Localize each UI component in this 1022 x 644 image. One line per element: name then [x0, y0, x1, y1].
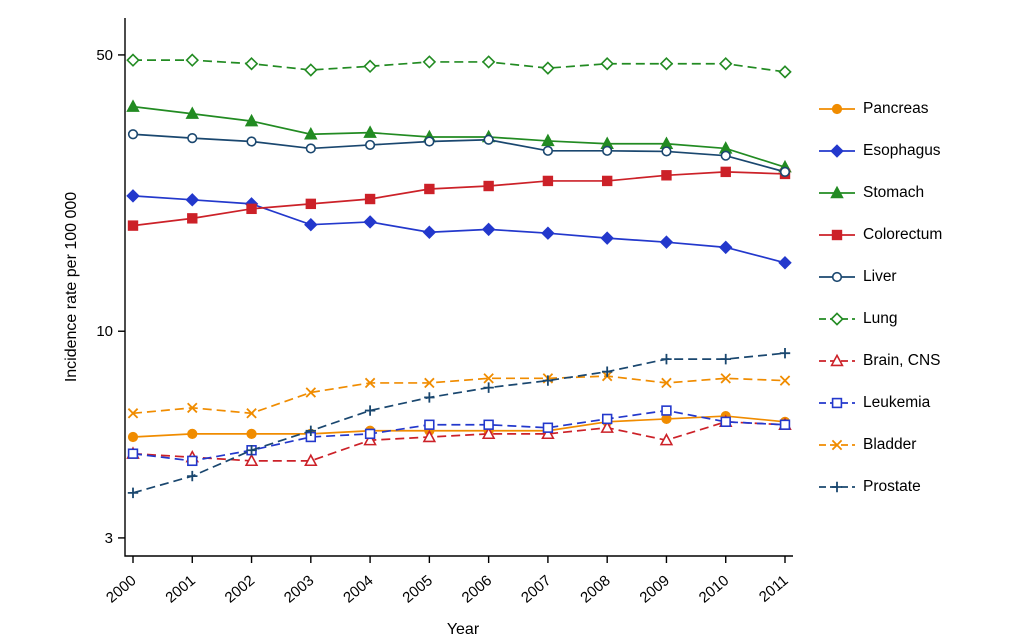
series-line-prostate: [132, 352, 786, 494]
legend-item-leukemia: Leukemia: [818, 382, 942, 424]
series-line-pancreas: [132, 415, 786, 438]
legend-item-stomach: Stomach: [818, 172, 942, 214]
x-tick-label: 2001: [162, 572, 198, 606]
legend-label-leukemia: Leukemia: [863, 394, 931, 411]
legend-label-esophagus: Esophagus: [863, 142, 941, 159]
legend-label-brain-cns: Brain, CNS: [863, 352, 941, 369]
legend-marker-bladder: [819, 439, 855, 451]
series-line-lung: [133, 59, 786, 73]
x-axis-title: Year: [447, 621, 480, 638]
series-line-esophagus: [132, 195, 786, 264]
x-tick-label: 2008: [577, 572, 613, 606]
legend-marker-brain-cns: [819, 353, 855, 367]
series-line-bladder: [132, 375, 786, 415]
legend-label-prostate: Prostate: [863, 478, 921, 495]
chart-plot-area: 50 10 3 2000 2001 2002 2003 2004 2005 2006 2007 200…: [96, 18, 793, 607]
x-tick-label: 2011: [756, 572, 792, 606]
series-line-liver: [132, 133, 786, 173]
legend-label-bladder: Bladder: [863, 436, 917, 453]
legend-marker-lung: [819, 312, 855, 326]
axis-lines: [124, 18, 793, 557]
y-tick-label: 10: [96, 323, 113, 340]
y-tick-label: 3: [105, 530, 113, 547]
y-tick-label: 50: [96, 47, 113, 64]
legend-marker-prostate: [819, 481, 855, 493]
legend-marker-liver: [819, 271, 855, 283]
legend-marker-stomach: [819, 185, 855, 199]
legend-item-lung: Lung: [818, 298, 942, 340]
legend-marker-colorectum: [819, 229, 855, 241]
series-line-brain-cns: [132, 420, 786, 462]
legend-marker-leukemia: [819, 397, 855, 409]
x-tick-label: 2003: [281, 572, 317, 606]
x-tick-label: 2009: [637, 572, 673, 606]
legend-item-liver: Liver: [818, 256, 942, 298]
series-line-colorectum: [132, 171, 786, 227]
legend-item-pancreas: Pancreas: [818, 88, 942, 130]
legend: Pancreas Esophagus Stomach Colorectum Liver L…: [818, 88, 942, 508]
legend-marker-esophagus: [819, 144, 855, 158]
x-tick-label: 2004: [340, 572, 376, 606]
legend-item-colorectum: Colorectum: [818, 214, 942, 256]
x-tick-label: 2002: [222, 572, 258, 606]
series-line-stomach: [132, 105, 786, 168]
legend-item-bladder: Bladder: [818, 424, 942, 466]
legend-marker-pancreas: [819, 103, 855, 115]
legend-label-pancreas: Pancreas: [863, 100, 929, 117]
x-tick-label: 2000: [103, 572, 139, 606]
x-tick-label: 2010: [696, 572, 732, 606]
x-tick-label: 2006: [459, 572, 495, 606]
x-tick-label: 2005: [399, 572, 435, 606]
legend-label-stomach: Stomach: [863, 184, 925, 201]
legend-label-liver: Liver: [863, 268, 897, 285]
legend-label-lung: Lung: [863, 310, 898, 327]
x-tick-label: 2007: [518, 572, 554, 606]
y-axis-title: Incidence rate per 100 000: [63, 192, 80, 382]
legend-label-colorectum: Colorectum: [863, 226, 943, 243]
legend-item-brain-cns: Brain, CNS: [818, 340, 942, 382]
legend-item-prostate: Prostate: [818, 466, 942, 508]
series-line-leukemia: [132, 409, 786, 462]
legend-item-esophagus: Esophagus: [818, 130, 942, 172]
